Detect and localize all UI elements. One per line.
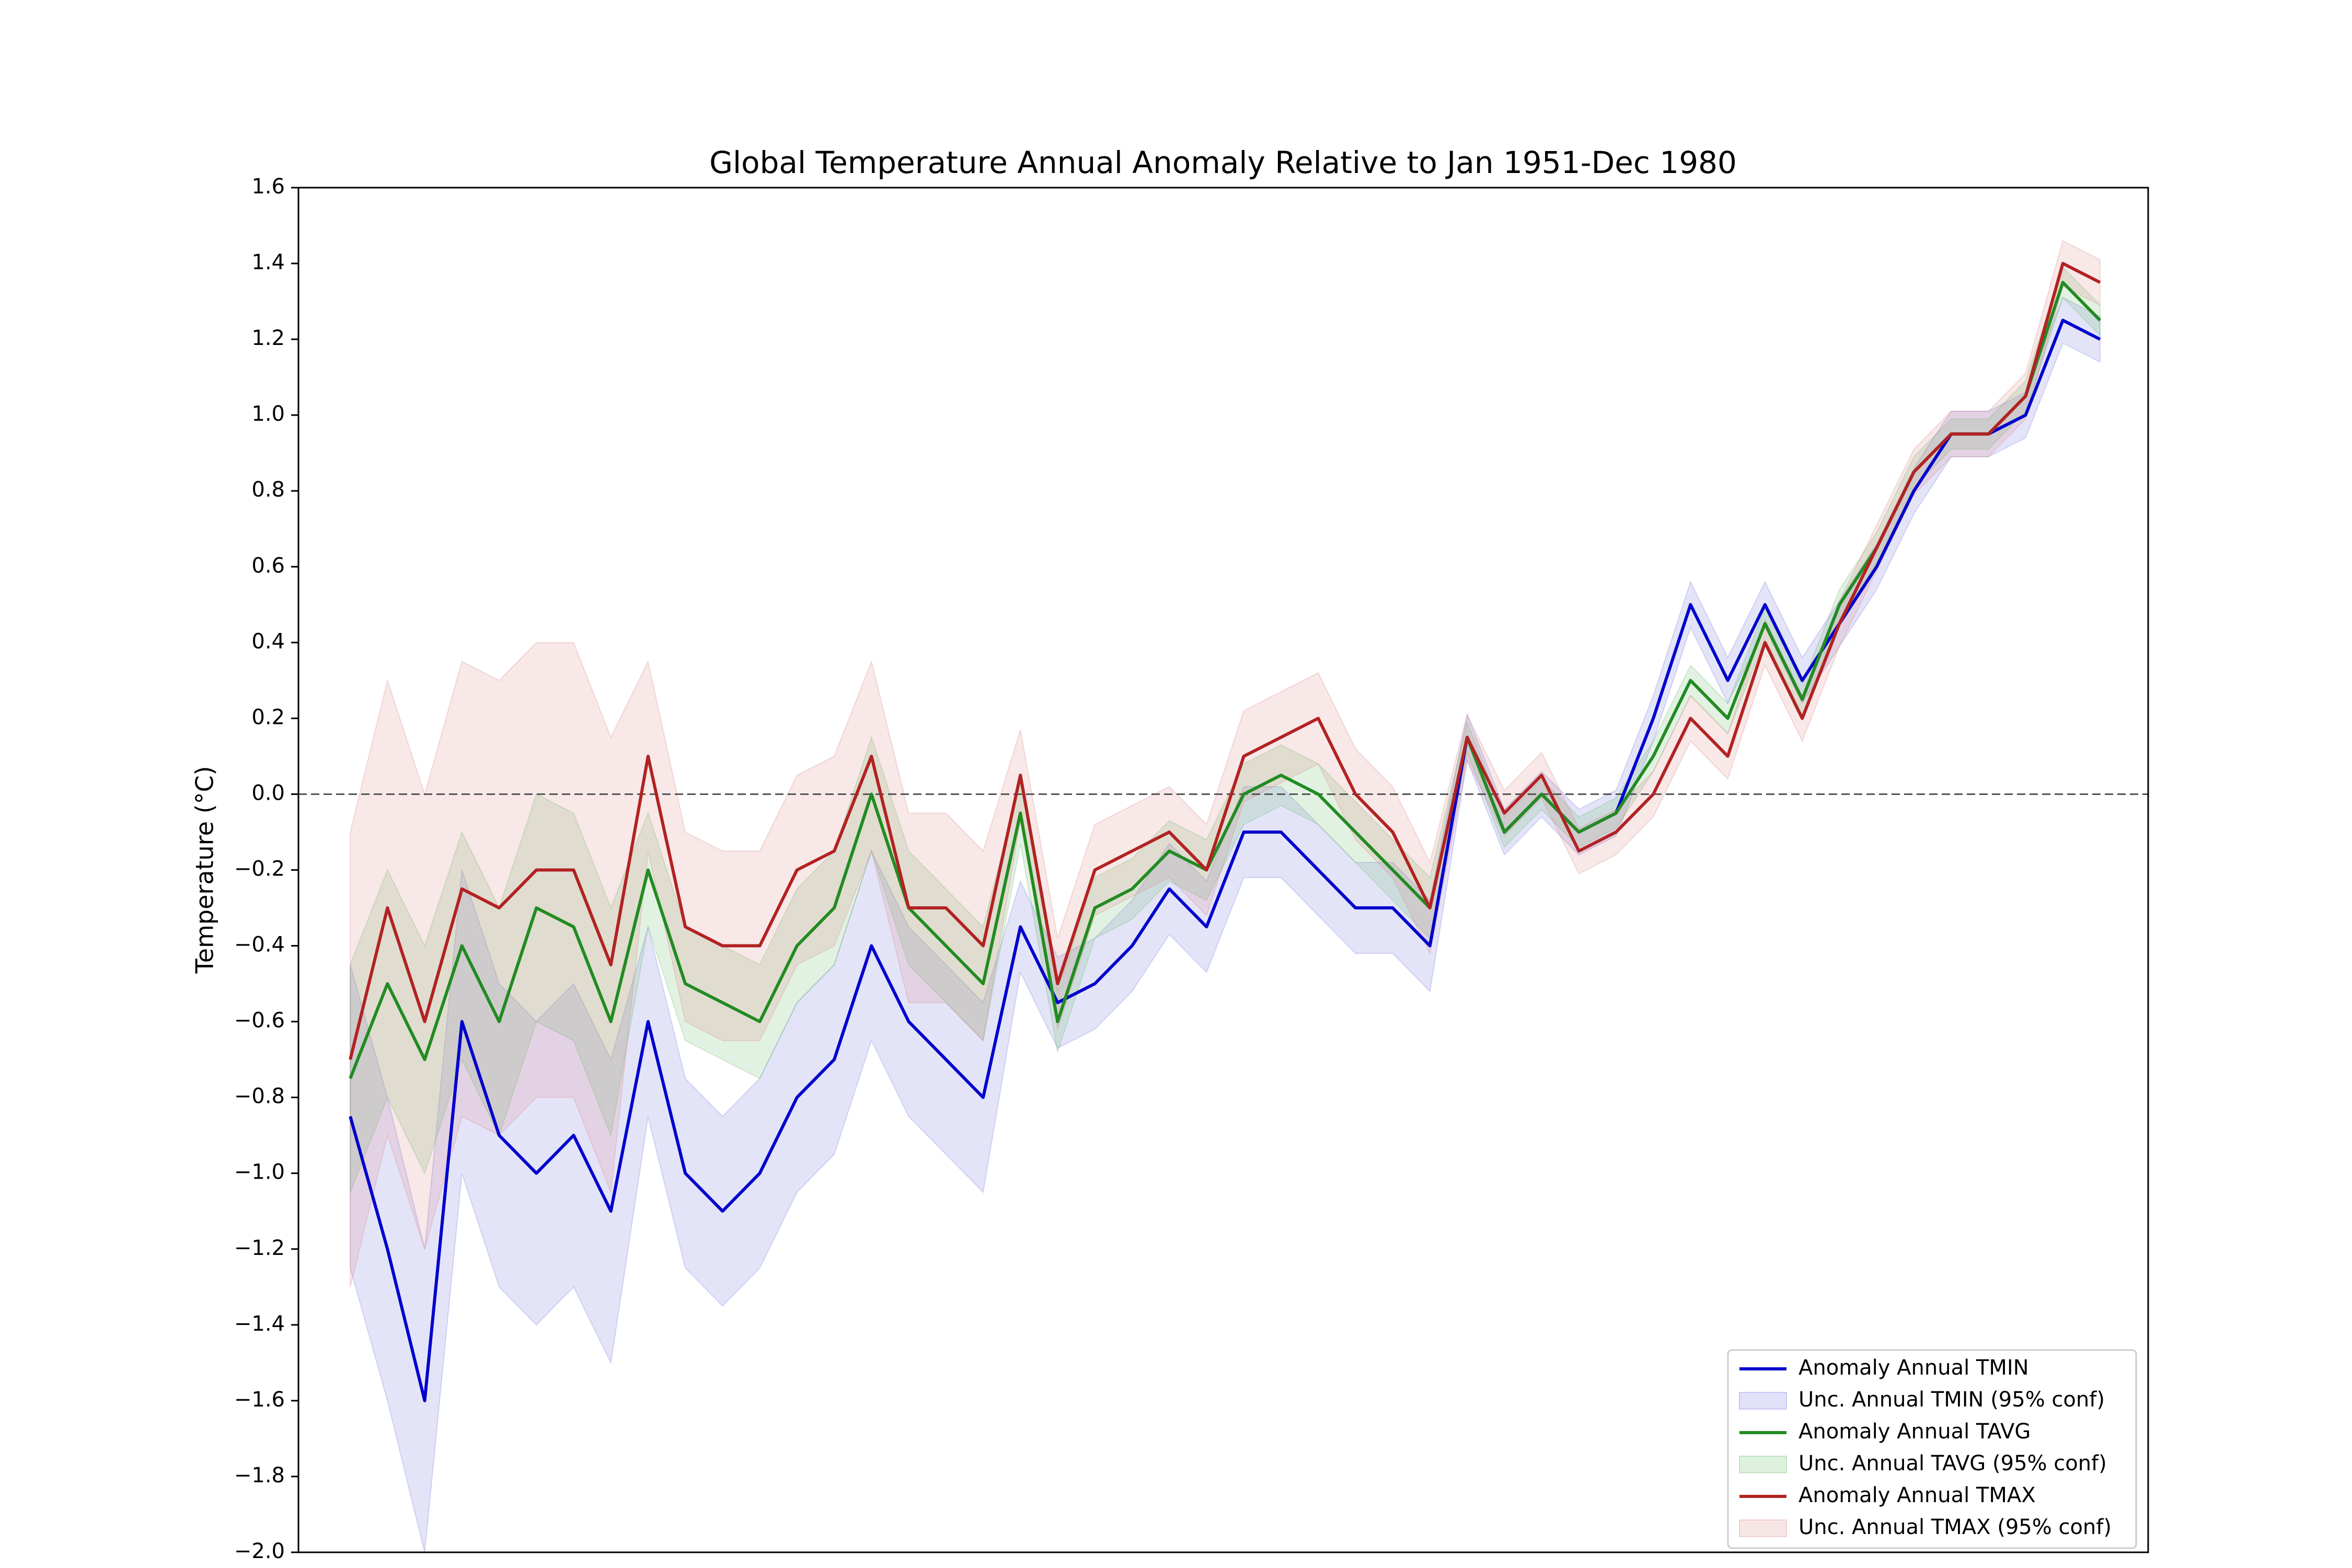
legend-label: Unc. Annual TMIN (95% conf): [1798, 1388, 2105, 1412]
legend-label: Anomaly Annual TMAX: [1798, 1483, 2036, 1507]
chart-title: Global Temperature Annual Anomaly Relati…: [709, 145, 1737, 180]
uncertainty-band: [350, 266, 2101, 1193]
y-axis-label: Temperature (°C): [191, 766, 219, 974]
line: [349, 262, 2101, 1060]
legend-box: [1727, 1349, 2137, 1549]
line: [349, 318, 2101, 1402]
legend-label: Anomaly Annual TAVG: [1798, 1420, 2031, 1444]
y-tick-label: −0.2: [234, 857, 285, 881]
y-tick-label: 0.6: [251, 554, 285, 578]
y-tick-label: 0.0: [251, 781, 285, 805]
y-tick-label: 0.4: [251, 629, 285, 653]
plot-frame: [297, 187, 2149, 1553]
y-tick-label: −1.8: [234, 1463, 285, 1488]
legend-patch: [1739, 1456, 1787, 1473]
legend-label: Unc. Annual TMAX (95% conf): [1798, 1515, 2112, 1539]
y-tick-label: −1.4: [234, 1312, 285, 1336]
y-tick-label: −0.4: [234, 933, 285, 957]
y-tick-label: 1.0: [251, 402, 285, 426]
y-tick-label: −2.0: [234, 1539, 285, 1563]
y-tick-label: −1.2: [234, 1236, 285, 1260]
plot-area: [298, 240, 2148, 1552]
y-tick-label: 0.2: [251, 705, 285, 729]
legend-label: Unc. Annual TAVG (95% conf): [1798, 1451, 2107, 1475]
uncertainty-band: [350, 296, 2101, 1552]
y-tick-label: −1.0: [234, 1160, 285, 1184]
y-tick-label: 0.8: [251, 478, 285, 502]
y-tick-label: 1.2: [251, 326, 285, 350]
uncertainty-band: [350, 240, 2101, 1287]
y-tick-label: −0.6: [234, 1009, 285, 1033]
y-tick-label: 1.4: [251, 250, 285, 274]
y-tick-label: −1.6: [234, 1388, 285, 1412]
y-tick-label: −0.8: [234, 1085, 285, 1109]
legend-patch: [1739, 1392, 1787, 1410]
legend-label: Anomaly Annual TMIN: [1798, 1356, 2029, 1380]
y-tick-label: 1.6: [251, 175, 285, 199]
legend-patch: [1739, 1519, 1787, 1537]
line: [349, 281, 2102, 1079]
